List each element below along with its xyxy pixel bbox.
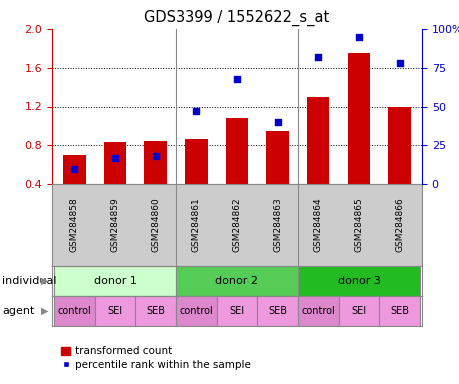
Text: GSM284861: GSM284861 [191, 198, 201, 252]
Point [233, 76, 240, 82]
Text: donor 3: donor 3 [337, 276, 380, 286]
Point [192, 108, 200, 114]
Text: GSM284864: GSM284864 [313, 198, 322, 252]
Point [314, 54, 321, 60]
Bar [63, 155, 85, 184]
Bar [216, 296, 257, 326]
Bar [225, 118, 248, 184]
Text: GSM284863: GSM284863 [273, 198, 281, 252]
Bar [54, 266, 176, 296]
Text: GSM284858: GSM284858 [70, 198, 78, 252]
Bar [307, 97, 329, 184]
Bar [144, 141, 167, 184]
Legend: transformed count, percentile rank within the sample: transformed count, percentile rank withi… [57, 342, 254, 374]
Point [151, 153, 159, 159]
Point [395, 60, 403, 66]
Text: SEI: SEI [351, 306, 366, 316]
Text: SEI: SEI [107, 306, 122, 316]
Bar [104, 142, 126, 184]
Bar [297, 266, 419, 296]
Text: GSM284866: GSM284866 [394, 198, 403, 252]
Bar [54, 296, 95, 326]
Bar [297, 296, 338, 326]
Text: GSM284860: GSM284860 [151, 198, 160, 252]
Text: donor 2: donor 2 [215, 276, 258, 286]
Text: ▶: ▶ [40, 306, 48, 316]
Point [111, 155, 118, 161]
Text: ▶: ▶ [40, 276, 48, 286]
Point [354, 34, 362, 40]
Bar [347, 53, 369, 184]
Bar [95, 296, 135, 326]
Bar [176, 266, 297, 296]
Text: GSM284859: GSM284859 [110, 198, 119, 252]
Bar [379, 296, 419, 326]
Text: control: control [301, 306, 335, 316]
Bar [185, 139, 207, 184]
Point [71, 166, 78, 172]
Text: SEB: SEB [146, 306, 165, 316]
Bar [135, 296, 176, 326]
Bar [257, 296, 297, 326]
Text: donor 1: donor 1 [93, 276, 136, 286]
Text: SEI: SEI [229, 306, 244, 316]
Text: SEB: SEB [389, 306, 408, 316]
Bar [387, 106, 410, 184]
Text: GSM284865: GSM284865 [354, 198, 363, 252]
Bar [338, 296, 379, 326]
Title: GDS3399 / 1552622_s_at: GDS3399 / 1552622_s_at [144, 10, 329, 26]
Point [274, 119, 281, 125]
Text: individual: individual [2, 276, 56, 286]
Text: control: control [179, 306, 213, 316]
Text: SEB: SEB [268, 306, 286, 316]
Text: GSM284862: GSM284862 [232, 198, 241, 252]
Text: control: control [57, 306, 91, 316]
Bar [176, 296, 216, 326]
Text: agent: agent [2, 306, 34, 316]
Bar [266, 131, 288, 184]
